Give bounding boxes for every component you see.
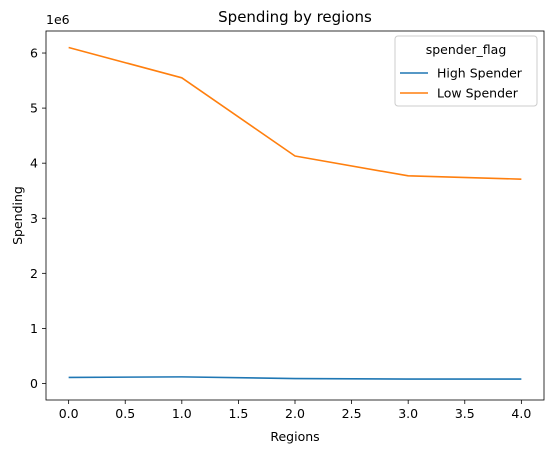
x-axis: 0.0 0.5 1.0 1.5 2.0 2.5 3.0 3.5 4.0 — [59, 400, 531, 421]
y-tick-label: 3 — [30, 211, 38, 226]
y-tick-label: 0 — [30, 376, 38, 391]
x-axis-title: Regions — [270, 429, 319, 444]
x-tick-label: 2.0 — [285, 406, 305, 421]
legend-label-high-spender: High Spender — [437, 66, 523, 81]
y-tick-label: 6 — [30, 46, 38, 61]
x-tick-label: 1.5 — [228, 406, 248, 421]
legend-entries: High Spender Low Spender — [400, 66, 523, 101]
x-tick-label: 1.0 — [172, 406, 192, 421]
x-tick-label: 0.5 — [115, 406, 135, 421]
series-line-high-spender — [68, 376, 522, 380]
legend-box — [394, 35, 538, 107]
legend: spender_flag High Spender Low Spender — [394, 35, 538, 107]
x-tick-label: 2.5 — [342, 406, 362, 421]
y-tick-label: 2 — [30, 266, 38, 281]
chart-title: Spending by regions — [218, 8, 372, 26]
x-tick-label: 4.0 — [511, 406, 531, 421]
series-line-low-spender — [68, 46, 522, 180]
x-tick-label: 0.0 — [59, 406, 79, 421]
x-tick-label: 3.5 — [455, 406, 475, 421]
y-offset-label: 1e6 — [46, 12, 70, 27]
legend-title: spender_flag — [426, 42, 507, 57]
y-tick-label: 5 — [30, 101, 38, 116]
series-layer — [68, 46, 522, 380]
y-tick-label: 1 — [30, 321, 38, 336]
x-tick-label: 3.0 — [398, 406, 418, 421]
y-axis-title: Spending — [10, 186, 25, 245]
y-tick-label: 4 — [30, 156, 38, 171]
y-axis: 0 1 2 3 4 5 6 — [30, 46, 46, 391]
legend-label-low-spender: Low Spender — [437, 86, 519, 101]
